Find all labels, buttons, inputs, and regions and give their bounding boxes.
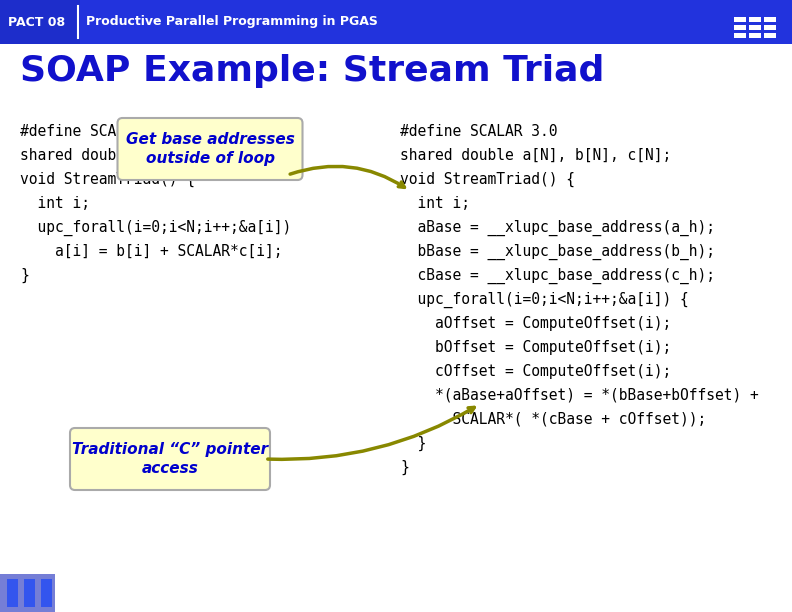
Text: #define SCALAR 3.0: #define SCALAR 3.0	[20, 124, 177, 139]
Text: SOAP Example: Stream Triad: SOAP Example: Stream Triad	[20, 54, 604, 88]
Text: cOffset = ComputeOffset(i);: cOffset = ComputeOffset(i);	[400, 364, 672, 379]
Text: }: }	[20, 268, 29, 283]
FancyBboxPatch shape	[749, 17, 761, 22]
Text: shared double a[N], b[N], c[N];: shared double a[N], b[N], c[N];	[400, 148, 672, 163]
FancyBboxPatch shape	[764, 25, 776, 30]
FancyBboxPatch shape	[41, 579, 52, 607]
Text: void StreamTriad() {: void StreamTriad() {	[20, 172, 195, 187]
FancyBboxPatch shape	[749, 25, 761, 30]
FancyBboxPatch shape	[0, 574, 55, 612]
Text: upc_forall(i=0;i<N;i++;&a[i]) {: upc_forall(i=0;i<N;i++;&a[i]) {	[400, 292, 689, 308]
Text: int i;: int i;	[20, 196, 90, 211]
Text: a[i] = b[i] + SCALAR*c[i];: a[i] = b[i] + SCALAR*c[i];	[20, 244, 283, 259]
FancyBboxPatch shape	[70, 428, 270, 490]
Text: upc_forall(i=0;i<N;i++;&a[i]): upc_forall(i=0;i<N;i++;&a[i])	[20, 220, 291, 236]
FancyBboxPatch shape	[7, 579, 18, 607]
Text: bOffset = ComputeOffset(i);: bOffset = ComputeOffset(i);	[400, 340, 672, 355]
Text: shared double a[N], b[N], c[N];: shared double a[N], b[N], c[N];	[20, 148, 291, 163]
FancyBboxPatch shape	[117, 118, 303, 180]
FancyBboxPatch shape	[0, 0, 80, 44]
FancyBboxPatch shape	[734, 33, 746, 38]
Text: *(aBase+aOffset) = *(bBase+bOffset) +: *(aBase+aOffset) = *(bBase+bOffset) +	[400, 388, 759, 403]
FancyBboxPatch shape	[24, 579, 35, 607]
Text: bBase = __xlupc_base_address(b_h);: bBase = __xlupc_base_address(b_h);	[400, 244, 715, 260]
FancyBboxPatch shape	[749, 33, 761, 38]
Text: }: }	[400, 436, 426, 451]
Text: int i;: int i;	[400, 196, 470, 211]
FancyBboxPatch shape	[0, 0, 792, 44]
Text: PACT 08: PACT 08	[8, 15, 65, 29]
Text: cBase = __xlupc_base_address(c_h);: cBase = __xlupc_base_address(c_h);	[400, 268, 715, 284]
Text: 69: 69	[767, 586, 784, 600]
Text: aBase = __xlupc_base_address(a_h);: aBase = __xlupc_base_address(a_h);	[400, 220, 715, 236]
Text: void StreamTriad() {: void StreamTriad() {	[400, 172, 575, 187]
Text: Traditional “C” pointer
access: Traditional “C” pointer access	[72, 442, 268, 476]
FancyBboxPatch shape	[734, 17, 746, 22]
Text: aOffset = ComputeOffset(i);: aOffset = ComputeOffset(i);	[400, 316, 672, 331]
Text: SCALAR*( *(cBase + cOffset));: SCALAR*( *(cBase + cOffset));	[400, 412, 706, 427]
FancyBboxPatch shape	[734, 25, 746, 30]
FancyBboxPatch shape	[764, 17, 776, 22]
Text: This material is based upon work supported by the Defense Advanced Research Proj: This material is based upon work support…	[63, 578, 565, 600]
Text: Productive Parallel Programming in PGAS: Productive Parallel Programming in PGAS	[86, 15, 378, 29]
Text: Get base addresses
outside of loop: Get base addresses outside of loop	[126, 132, 295, 166]
Text: }: }	[400, 460, 409, 475]
FancyBboxPatch shape	[764, 33, 776, 38]
Text: #define SCALAR 3.0: #define SCALAR 3.0	[400, 124, 558, 139]
